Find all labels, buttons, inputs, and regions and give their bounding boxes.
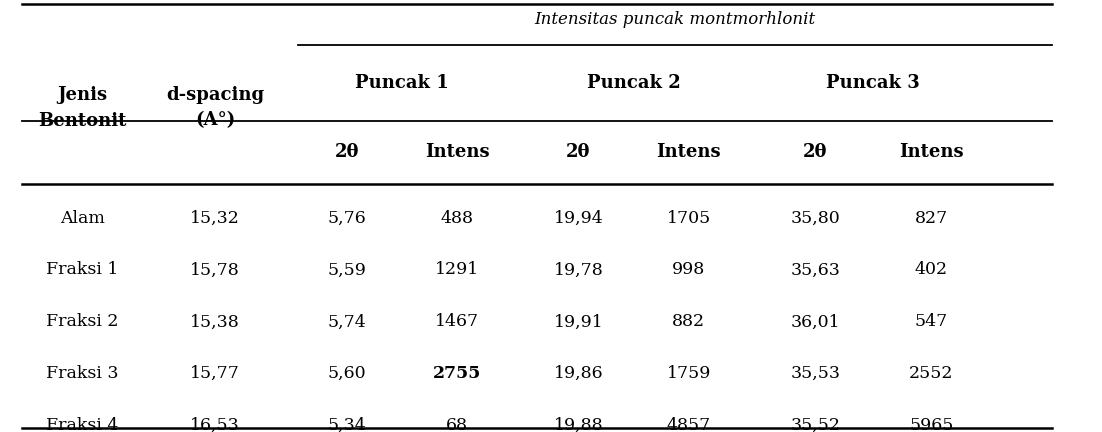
Text: 35,52: 35,52 <box>790 417 841 432</box>
Text: 5,74: 5,74 <box>327 313 367 330</box>
Text: 36,01: 36,01 <box>790 313 841 330</box>
Text: 19,86: 19,86 <box>553 365 604 382</box>
Text: Alam: Alam <box>61 210 105 227</box>
Text: Intensitas puncak montmorhlonit: Intensitas puncak montmorhlonit <box>534 11 815 28</box>
Text: 68: 68 <box>446 417 468 432</box>
Text: 1291: 1291 <box>435 261 479 279</box>
Text: 35,80: 35,80 <box>790 210 841 227</box>
Text: 882: 882 <box>672 313 705 330</box>
Text: Intens: Intens <box>657 143 721 161</box>
Text: 35,63: 35,63 <box>790 261 841 279</box>
Text: 19,94: 19,94 <box>553 210 604 227</box>
Text: 19,88: 19,88 <box>553 417 604 432</box>
Text: 19,78: 19,78 <box>553 261 604 279</box>
Text: d-spacing
(A°): d-spacing (A°) <box>165 86 264 130</box>
Text: 5965: 5965 <box>909 417 953 432</box>
Text: Fraksi 2: Fraksi 2 <box>46 313 119 330</box>
Text: 488: 488 <box>441 210 474 227</box>
Text: 5,60: 5,60 <box>327 365 367 382</box>
Text: 1467: 1467 <box>435 313 479 330</box>
Text: 4857: 4857 <box>667 417 711 432</box>
Text: Intens: Intens <box>899 143 963 161</box>
Text: 35,53: 35,53 <box>790 365 841 382</box>
Text: Puncak 3: Puncak 3 <box>826 74 920 92</box>
Text: 2755: 2755 <box>433 365 482 382</box>
Text: Puncak 2: Puncak 2 <box>586 74 681 92</box>
Text: 15,38: 15,38 <box>190 313 240 330</box>
Text: 19,91: 19,91 <box>553 313 604 330</box>
Text: 547: 547 <box>915 313 948 330</box>
Text: 5,59: 5,59 <box>327 261 367 279</box>
Text: Fraksi 4: Fraksi 4 <box>46 417 119 432</box>
Text: 16,53: 16,53 <box>190 417 240 432</box>
Text: 1705: 1705 <box>667 210 711 227</box>
Text: 15,32: 15,32 <box>190 210 240 227</box>
Text: Jenis
Bentonit: Jenis Bentonit <box>39 86 127 130</box>
Text: 15,78: 15,78 <box>190 261 240 279</box>
Text: 998: 998 <box>672 261 705 279</box>
Text: 2θ: 2θ <box>335 143 359 161</box>
Text: 2θ: 2θ <box>803 143 828 161</box>
Text: Puncak 1: Puncak 1 <box>355 74 450 92</box>
Text: 5,34: 5,34 <box>327 417 367 432</box>
Text: 2552: 2552 <box>909 365 953 382</box>
Text: 827: 827 <box>915 210 948 227</box>
Text: 402: 402 <box>915 261 948 279</box>
Text: 5,76: 5,76 <box>327 210 367 227</box>
Text: Intens: Intens <box>425 143 489 161</box>
Text: 2θ: 2θ <box>566 143 591 161</box>
Text: Fraksi 1: Fraksi 1 <box>46 261 119 279</box>
Text: Fraksi 3: Fraksi 3 <box>46 365 119 382</box>
Text: 1759: 1759 <box>667 365 711 382</box>
Text: 15,77: 15,77 <box>190 365 240 382</box>
